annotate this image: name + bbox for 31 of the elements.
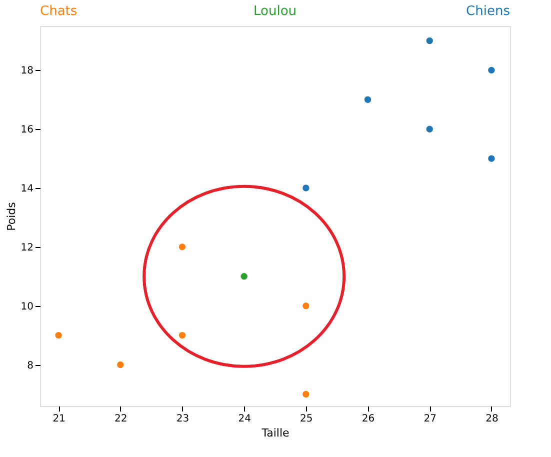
y-tick-label: 14 — [20, 184, 34, 195]
x-axis-title: Taille — [260, 426, 290, 440]
point — [488, 155, 495, 162]
x-tick-label: 22 — [114, 414, 128, 424]
text: Chats — [40, 4, 78, 19]
point — [302, 184, 310, 192]
y-tick-label: 18 — [20, 66, 34, 77]
point — [55, 332, 62, 339]
point — [426, 126, 433, 132]
text: Chiens — [466, 4, 510, 19]
y-tick-label: 10 — [20, 301, 34, 312]
x-tick-label: 25 — [300, 414, 313, 424]
point — [488, 66, 495, 74]
x-tick-label: 24 — [238, 414, 251, 424]
point — [364, 96, 372, 103]
point — [302, 390, 310, 398]
y-tick-label: 16 — [20, 124, 34, 136]
y-tick-label: 12 — [20, 242, 34, 254]
x-tick-label: 28 — [486, 414, 498, 424]
y-tick-label: 8 — [27, 360, 34, 372]
point — [178, 332, 186, 339]
point — [302, 302, 310, 310]
x-tick-label: 21 — [52, 414, 66, 424]
text: Loulou — [253, 4, 297, 19]
x-tick-label: 23 — [176, 414, 190, 424]
y-axis-title: Poids — [4, 202, 18, 231]
point — [426, 37, 433, 44]
point — [178, 244, 186, 250]
point — [117, 361, 124, 368]
x-tick-label: 26 — [362, 414, 375, 424]
x-tick-label: 27 — [424, 414, 436, 424]
